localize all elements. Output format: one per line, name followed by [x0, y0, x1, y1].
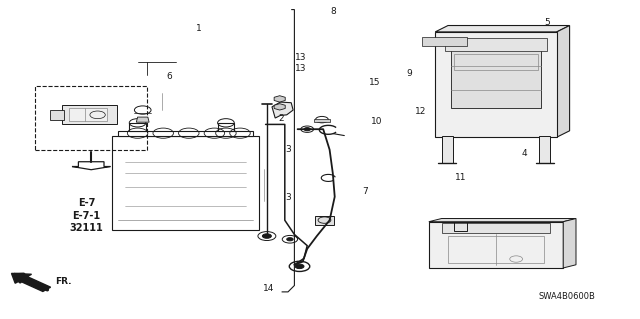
Bar	[442, 136, 453, 163]
Text: 9: 9	[407, 69, 412, 78]
Polygon shape	[272, 102, 293, 118]
Text: SWA4B0600B: SWA4B0600B	[538, 293, 595, 301]
Text: 12: 12	[415, 107, 427, 116]
Polygon shape	[136, 117, 149, 122]
Text: 2: 2	[279, 114, 284, 122]
Polygon shape	[563, 219, 576, 268]
Text: 13: 13	[295, 53, 307, 62]
Text: 11: 11	[455, 173, 467, 182]
Bar	[315, 216, 334, 225]
Bar	[118, 131, 253, 136]
Polygon shape	[274, 104, 285, 110]
Bar	[218, 123, 234, 131]
Bar	[68, 108, 107, 121]
Bar	[50, 110, 63, 120]
Bar	[445, 38, 547, 51]
Text: 8: 8	[330, 7, 335, 16]
Text: 4: 4	[522, 149, 527, 158]
Bar	[35, 86, 147, 150]
Text: 3: 3	[285, 193, 291, 202]
Bar	[442, 223, 550, 233]
Text: 10: 10	[371, 117, 382, 126]
Circle shape	[262, 234, 271, 238]
Bar	[422, 37, 467, 46]
Bar	[112, 136, 259, 230]
FancyArrow shape	[12, 273, 51, 292]
Text: 15: 15	[369, 78, 380, 87]
Circle shape	[295, 264, 304, 269]
Polygon shape	[429, 219, 576, 222]
Text: E-7-1: E-7-1	[72, 211, 100, 220]
Text: 14: 14	[263, 284, 275, 293]
Bar	[62, 105, 116, 124]
Text: 6: 6	[167, 72, 172, 81]
Polygon shape	[274, 96, 285, 102]
Bar	[429, 222, 563, 268]
Text: 5: 5	[545, 18, 550, 27]
Bar	[129, 123, 146, 131]
Bar	[435, 32, 557, 137]
Circle shape	[304, 128, 310, 131]
Polygon shape	[435, 26, 570, 32]
Text: 1: 1	[196, 24, 201, 33]
Bar	[451, 48, 541, 108]
Text: 3: 3	[285, 145, 291, 154]
Text: FR.: FR.	[55, 277, 72, 286]
Circle shape	[287, 238, 293, 241]
Text: 7: 7	[362, 187, 367, 196]
Text: E-7: E-7	[77, 198, 95, 208]
Bar	[454, 54, 538, 70]
Text: 13: 13	[295, 64, 307, 73]
Polygon shape	[72, 162, 110, 170]
Bar	[314, 119, 330, 122]
Polygon shape	[557, 26, 570, 137]
Text: 32111: 32111	[70, 223, 103, 233]
Bar	[448, 236, 544, 263]
Bar	[539, 136, 550, 163]
